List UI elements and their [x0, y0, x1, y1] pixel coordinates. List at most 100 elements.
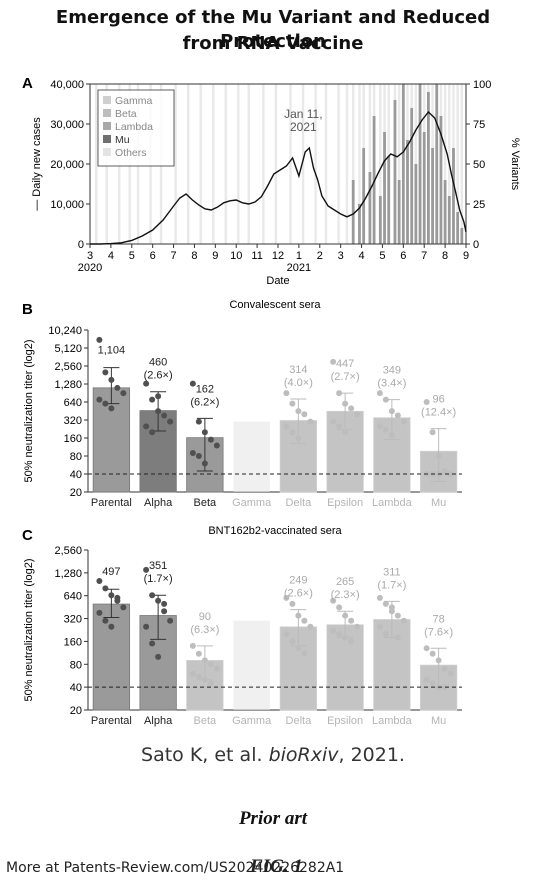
y-tick-label: 160 [64, 636, 82, 648]
category-label: Parental [91, 715, 132, 727]
legend-entry: Others [115, 147, 147, 159]
data-point [283, 390, 289, 396]
y-axis-title: 50% neutralization titer (log2) [23, 339, 35, 482]
data-point [401, 618, 407, 624]
category-label: Beta [194, 715, 218, 727]
x-tick-label: 9 [212, 250, 218, 262]
footer-link-text: More at Patents-Review.com/US20240226282… [6, 860, 344, 876]
data-point [307, 419, 313, 425]
data-point [295, 613, 301, 619]
variant-share-bar [406, 140, 409, 244]
y2-tick-label: 0 [473, 239, 479, 251]
fold-change-label: (4.0×) [284, 377, 313, 389]
data-point [208, 680, 214, 686]
data-point [208, 661, 214, 667]
bar-faded [233, 422, 269, 492]
data-point [424, 399, 430, 405]
category-label: Gamma [232, 715, 272, 727]
data-point [149, 397, 155, 403]
y-tick-label: 80 [70, 451, 82, 463]
y2-tick-label: 100 [473, 79, 491, 91]
data-point [196, 419, 202, 425]
variant-share-bar [423, 132, 426, 244]
data-point [108, 624, 114, 630]
variant-share-bar [444, 180, 447, 244]
data-point [395, 635, 401, 641]
y-axis-title-right: % Variants [509, 138, 521, 191]
legend-swatch [103, 96, 111, 104]
panel-label: B [22, 301, 33, 318]
data-point [336, 390, 342, 396]
data-point [283, 631, 289, 637]
data-point [395, 613, 401, 619]
variant-band [174, 84, 176, 244]
variant-band [346, 84, 348, 244]
variant-share-bar [456, 212, 459, 244]
data-point [389, 604, 395, 610]
y-tick-label: 10,240 [48, 325, 82, 337]
data-point [330, 628, 336, 634]
data-point [102, 401, 108, 407]
data-point [289, 638, 295, 644]
data-point [342, 429, 348, 435]
data-point [301, 411, 307, 417]
y-tick-label: 5,120 [54, 343, 82, 355]
fold-change-label: (2.6×) [284, 588, 313, 600]
y-tick-label: 20,000 [50, 159, 84, 171]
variant-share-bar [398, 180, 401, 244]
variant-band [337, 84, 339, 244]
x-tick-label: 4 [358, 250, 364, 262]
data-point [108, 592, 114, 598]
variant-share-bar [358, 204, 361, 244]
x-tick-label: 12 [272, 250, 284, 262]
data-point [330, 419, 336, 425]
variant-band [325, 84, 327, 244]
data-point [342, 613, 348, 619]
x-tick-label: 5 [129, 250, 135, 262]
data-point [301, 618, 307, 624]
y-tick-label: 320 [64, 415, 82, 427]
variant-share-bar [383, 132, 386, 244]
value-label: 460 [149, 357, 167, 369]
data-point [336, 423, 342, 429]
y-tick-label: 320 [64, 614, 82, 626]
x-tick-label: 6 [400, 250, 406, 262]
value-label: 78 [433, 613, 445, 625]
category-label: Gamma [232, 497, 272, 509]
citation-year: , 2021. [339, 744, 405, 766]
fold-change-label: (6.3×) [190, 624, 219, 636]
y-tick-label: 640 [64, 397, 82, 409]
legend-entry: Lambda [115, 121, 153, 133]
data-point [190, 643, 196, 649]
fold-change-label: (1.7×) [144, 573, 173, 585]
x-tick-label: 3 [87, 250, 93, 262]
variant-share-bar [402, 84, 405, 244]
x-tick-label: 1 [296, 250, 302, 262]
data-point [114, 385, 120, 391]
x-tick-label: 7 [421, 250, 427, 262]
annotation-label: Jan 11, [284, 107, 322, 121]
data-point [214, 666, 220, 672]
data-point [389, 432, 395, 438]
fold-change-label: (12.4×) [421, 407, 456, 419]
variant-share-bar [448, 196, 451, 244]
variant-share-bar [419, 84, 422, 244]
data-point [114, 595, 120, 601]
variant-band [187, 84, 189, 244]
y-tick-label: 160 [64, 433, 82, 445]
category-label: Delta [286, 497, 313, 509]
annotation-label: 2021 [290, 120, 317, 134]
y-tick-label: 30,000 [50, 119, 84, 131]
data-point [167, 419, 173, 425]
data-point [120, 604, 126, 610]
variant-share-bar [379, 196, 382, 244]
variant-band [262, 84, 264, 244]
value-label: 349 [383, 365, 401, 377]
figure-title-line2: from RNA Vaccine [0, 32, 546, 56]
x-tick-label: 10 [230, 250, 242, 262]
data-point [377, 624, 383, 630]
data-point [377, 390, 383, 396]
data-point [120, 390, 126, 396]
prior-art-label: Prior art [0, 808, 546, 830]
legend-swatch [103, 135, 111, 143]
